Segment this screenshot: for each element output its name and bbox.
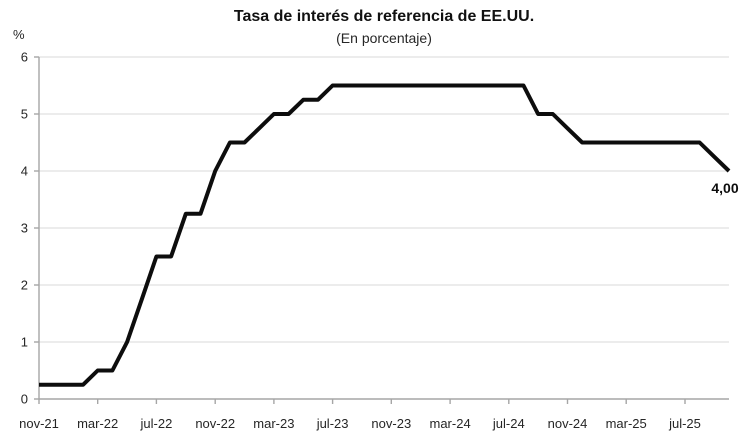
x-axis-tick-label: mar-25 bbox=[606, 416, 647, 431]
y-axis-tick-label: 1 bbox=[21, 335, 28, 350]
x-axis-tick-label: jul-22 bbox=[140, 416, 173, 431]
y-axis-unit-label: % bbox=[13, 27, 25, 42]
x-axis-tick-label: mar-22 bbox=[77, 416, 118, 431]
x-axis-tick-label: nov-23 bbox=[371, 416, 411, 431]
y-axis-tick-label: 0 bbox=[21, 392, 28, 407]
y-axis-tick-label: 4 bbox=[21, 164, 28, 179]
x-axis-tick-label: nov-21 bbox=[19, 416, 59, 431]
x-axis-tick-label: mar-23 bbox=[253, 416, 294, 431]
x-axis-tick-label: jul-25 bbox=[668, 416, 701, 431]
y-axis-tick-label: 2 bbox=[21, 278, 28, 293]
chart-title: Tasa de interés de referencia de EE.UU. bbox=[233, 8, 535, 25]
x-axis-tick-label: nov-24 bbox=[548, 416, 588, 431]
y-axis-tick-label: 6 bbox=[21, 50, 28, 65]
x-axis-tick-label: jul-23 bbox=[316, 416, 349, 431]
rate-line-series bbox=[39, 83, 731, 387]
y-axis-tick-label: 5 bbox=[21, 107, 28, 122]
x-axis-tick-label: mar-24 bbox=[430, 416, 471, 431]
y-axis-tick-label: 3 bbox=[21, 221, 28, 236]
chart-subtitle: (En porcentaje) bbox=[336, 30, 432, 46]
x-axis-tick-label: jul-24 bbox=[492, 416, 525, 431]
end-value-label: 4,00 bbox=[711, 180, 739, 196]
x-axis-tick-label: nov-22 bbox=[195, 416, 235, 431]
